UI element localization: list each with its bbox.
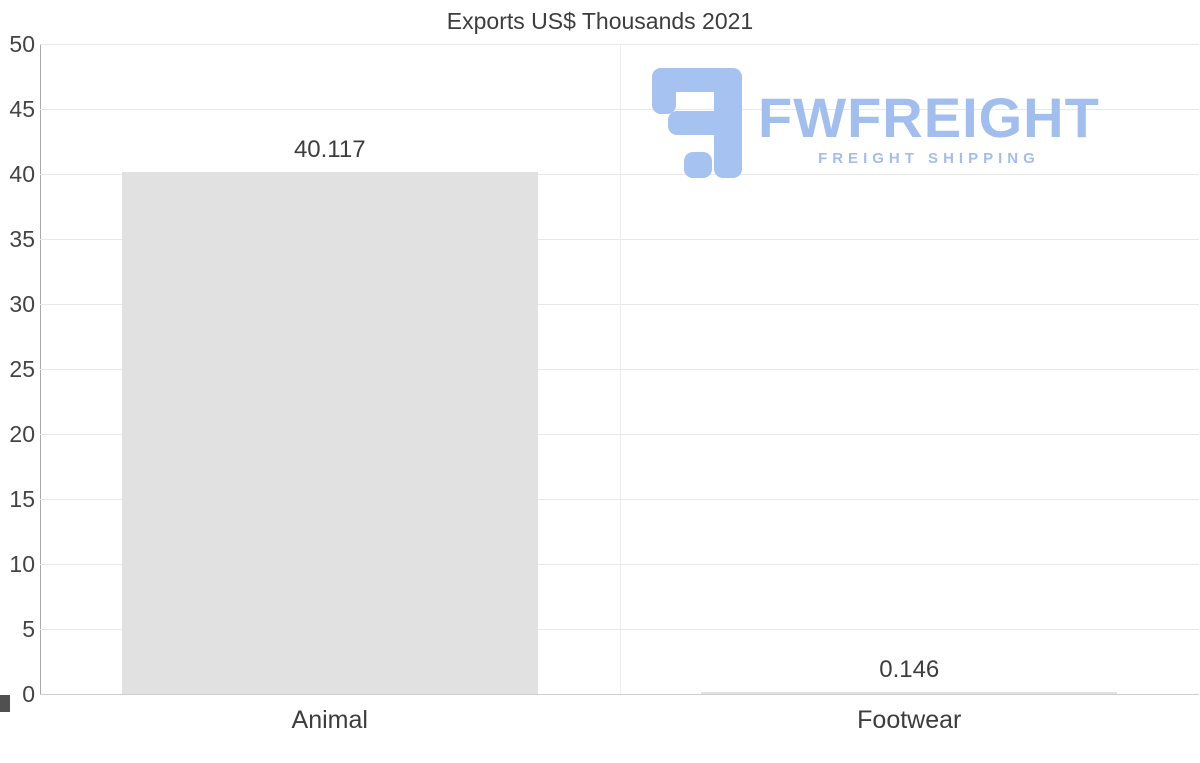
logo-name: FWFREIGHT — [758, 86, 1100, 149]
plot-area: 40.117 0.146 — [40, 44, 1199, 694]
y-tick-label: 20 — [9, 421, 35, 447]
x-axis-line — [40, 694, 1199, 695]
category-divider-gridline — [619, 44, 621, 694]
axis-origin-mark — [0, 695, 10, 712]
x-category-label-footwear: Footwear — [857, 706, 962, 734]
logo-tagline: FREIGHT SHIPPING — [818, 150, 1040, 167]
bar-animal — [121, 172, 538, 694]
bar-footwear — [701, 692, 1118, 694]
y-tick-label: 0 — [22, 681, 35, 707]
value-label-animal: 40.117 — [293, 136, 366, 163]
y-tick-label: 45 — [9, 96, 35, 122]
x-category-label-animal: Animal — [291, 706, 368, 734]
logo-text-block: FWFREIGHT FREIGHT SHIPPING — [758, 68, 1100, 168]
y-tick-label: 25 — [9, 356, 35, 382]
y-tick-label: 5 — [22, 616, 35, 642]
value-label-footwear: 0.146 — [879, 656, 940, 683]
y-tick-label: 35 — [9, 226, 35, 252]
y-tick-label: 10 — [9, 551, 35, 577]
freight-logo-icon — [652, 68, 742, 178]
y-tick-label: 40 — [9, 161, 35, 187]
chart-title: Exports US$ Thousands 2021 — [446, 8, 754, 34]
y-tick-label: 15 — [9, 486, 35, 512]
logo: FWFREIGHT FREIGHT SHIPPING — [652, 68, 1100, 178]
y-tick-label: 50 — [9, 31, 35, 57]
y-tick-label: 30 — [9, 291, 35, 317]
